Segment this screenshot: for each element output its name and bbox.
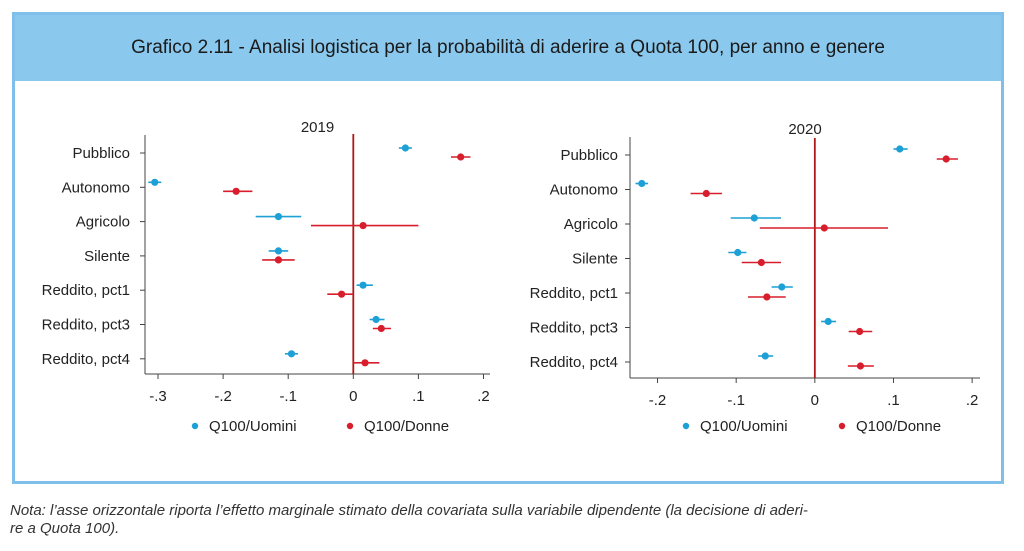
- panel-2019-title: 2019: [301, 119, 334, 136]
- panel-2020-legend-men-marker: [682, 422, 690, 430]
- panel-2020-men-point: [896, 145, 904, 153]
- panel-2020-men-point: [750, 214, 758, 222]
- panel-2020-legend-women-label: Q100/Donne: [856, 418, 941, 435]
- chart-header: Grafico 2.11 - Analisi logistica per la …: [15, 15, 1001, 81]
- panel-2019-legend-women-marker: [346, 422, 354, 430]
- panel-2019-x-tick-label: -.2: [214, 388, 232, 405]
- panel-2020-men-point: [734, 248, 742, 257]
- panel-2020-women-point: [856, 362, 865, 370]
- panel-2020-x-tick-label: 0: [811, 392, 819, 409]
- panel-2020-x-tick-label: .1: [887, 392, 900, 409]
- panel-2019-men-point: [274, 213, 283, 221]
- panel-2019-y-tick-label: Reddito, pct1: [42, 282, 130, 299]
- panel-2019-x-tick-label: 0: [349, 388, 357, 405]
- panel-2019-x-tick-label: .2: [477, 388, 490, 405]
- panel-2019-y-tick-label: Reddito, pct4: [42, 351, 130, 368]
- panel-2019-men-point: [372, 315, 380, 324]
- panel-2019-y-tick-label: Autonomo: [62, 179, 130, 196]
- chart-title: Grafico 2.11 - Analisi logistica per la …: [131, 37, 885, 58]
- panel-2019-legend-women-label: Q100/Donne: [364, 418, 449, 435]
- panel-2019-women-point: [274, 256, 283, 264]
- panel-2019-y-tick-label: Pubblico: [72, 145, 130, 162]
- panel-2019-men-point: [151, 178, 159, 186]
- panel-2019-y-tick-label: Silente: [84, 248, 130, 265]
- panel-2019-x-tick-label: .1: [412, 388, 425, 405]
- panel-2019-x-tick-label: -.3: [149, 388, 167, 405]
- chart-note: Nota: l’asse orizzontale riporta l’effet…: [10, 502, 1010, 538]
- panel-2019-women-point: [359, 222, 367, 230]
- panel-2020-men-point: [778, 283, 786, 291]
- panel-2019-x-tick-label: -.1: [279, 388, 297, 405]
- panel-2020-women-point: [763, 293, 771, 301]
- panel-2020-men-point: [824, 317, 832, 326]
- panel-2020-y-tick-label: Autonomo: [550, 182, 618, 199]
- panel-2019-men-point: [287, 350, 296, 358]
- panel-2020-y-tick-label: Silente: [572, 251, 618, 268]
- chart-note-line-2: re a Quota 100).: [10, 520, 120, 537]
- panel-2020-x-tick-label: -.2: [649, 392, 667, 409]
- chart-frame: Grafico 2.11 - Analisi logistica per la …: [12, 12, 1004, 484]
- panel-2020-women-point: [820, 224, 828, 232]
- panel-2020-title: 2020: [788, 121, 821, 138]
- panel-2020-y-tick-label: Pubblico: [560, 147, 618, 164]
- panel-2020-legend-men-label: Q100/Uomini: [700, 418, 788, 435]
- panel-2020-y-tick-label: Reddito, pct1: [530, 285, 618, 302]
- panel-2019-legend-men-label: Q100/Uomini: [209, 418, 297, 435]
- panel-2020-x-tick-label: -.1: [727, 392, 745, 409]
- panel-2019-legend-men-marker: [191, 422, 199, 430]
- panel-2019-y-tick-label: Reddito, pct3: [42, 317, 130, 334]
- panel-2020-women-point: [942, 155, 950, 163]
- panel-2019-women-point: [361, 359, 369, 367]
- panel-2019-y-tick-label: Agricolo: [76, 214, 130, 231]
- panel-2020-legend-women-marker: [838, 422, 846, 430]
- panel-2019-men-point: [359, 281, 367, 289]
- panel-2020-men-point: [761, 352, 769, 360]
- panel-2020-women-point: [757, 258, 765, 267]
- panel-2020-women-point: [702, 189, 710, 198]
- panel-2019-men-point: [274, 247, 283, 255]
- panel-2019-women-point: [232, 187, 240, 195]
- panel-2020-women-point: [856, 327, 864, 336]
- panel-2020-y-tick-label: Reddito, pct3: [530, 320, 618, 337]
- panel-2020-men-point: [638, 179, 646, 188]
- panel-2019-men-point: [401, 144, 409, 152]
- chart-note-line-1: Nota: l’asse orizzontale riporta l’effet…: [10, 502, 808, 519]
- panel-2020-y-tick-label: Agricolo: [564, 216, 618, 233]
- panel-2020-y-tick-label: Reddito, pct4: [530, 354, 618, 371]
- panel-2019-women-point: [457, 153, 465, 161]
- panel-2019-women-point: [337, 290, 346, 298]
- panel-2020-x-tick-label: .2: [966, 392, 979, 409]
- charts-canvas: 2019 Pubblico Autonomo Agricolo Silente Reddi…: [42, 119, 980, 435]
- panel-2019-women-point: [377, 324, 385, 333]
